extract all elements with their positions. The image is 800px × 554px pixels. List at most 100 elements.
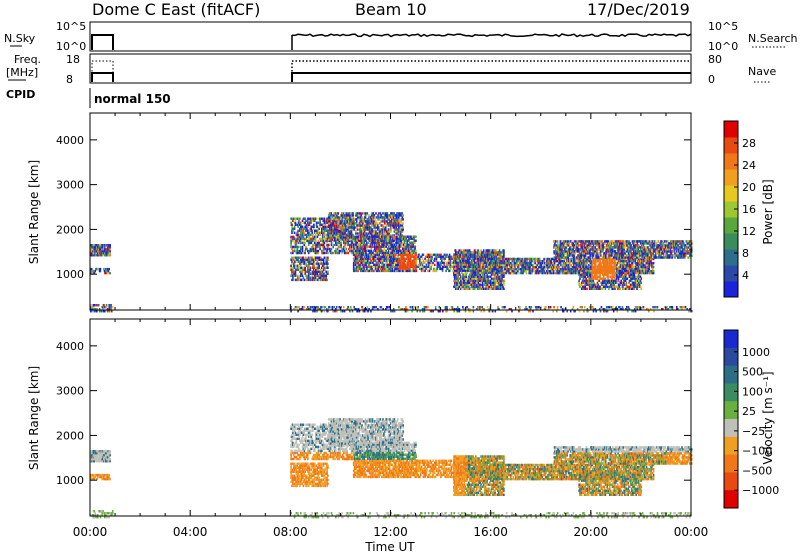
echo-cell [379, 267, 381, 271]
echo-cell [420, 255, 423, 258]
echo-cell [397, 261, 400, 264]
echo-cell [291, 268, 293, 271]
echo-cell [367, 257, 370, 260]
echo-cell [375, 245, 378, 248]
echo-cell [454, 253, 457, 256]
echo-cell [314, 217, 316, 220]
echo-cell [492, 259, 494, 263]
echo-cell [515, 263, 517, 267]
echo-cell [492, 287, 495, 290]
echo-cell [409, 247, 412, 250]
echo-cell [108, 310, 110, 313]
echo-cell [398, 228, 400, 231]
echo-cell [316, 249, 319, 253]
echo-cell [409, 261, 412, 264]
echo-cell [318, 278, 320, 282]
echo-cell [391, 265, 394, 269]
echo-cell [358, 265, 360, 269]
echo-cell [456, 255, 459, 258]
echo-cell [457, 255, 460, 258]
echo-cell [394, 218, 397, 221]
echo-cell [460, 287, 462, 290]
echo-cell [352, 253, 355, 256]
echo-cell [451, 265, 454, 269]
echo-cell [461, 281, 463, 284]
echo-cell [509, 267, 512, 271]
echo-cell [349, 249, 351, 253]
echo-cell [373, 214, 376, 217]
echo-cell [498, 249, 501, 252]
echo-cell [338, 222, 340, 225]
echo-cell [301, 229, 304, 232]
echo-cell [358, 237, 360, 240]
echo-cell [294, 239, 297, 243]
echo-cell [104, 250, 106, 253]
echo-cell [384, 267, 387, 271]
echo-cell [479, 285, 481, 288]
echo-cell [386, 251, 388, 254]
echo-cell [400, 249, 402, 252]
echo-cell [300, 258, 302, 261]
echo-cell [359, 269, 362, 273]
echo-cell [298, 266, 300, 269]
echo-cell [400, 269, 402, 273]
echo-cell [359, 235, 362, 238]
echo-cell [437, 265, 440, 269]
echo-cell [321, 262, 324, 265]
echo-cell [391, 222, 393, 225]
echo-cell [290, 243, 292, 247]
echo-cell [494, 251, 496, 254]
echo-cell [382, 243, 385, 246]
echo-cell [413, 257, 415, 260]
echo-cell [455, 259, 458, 262]
echo-cell [496, 281, 498, 284]
echo-cell [360, 228, 362, 231]
echo-cell [387, 228, 390, 231]
echo-cell [336, 239, 339, 243]
echo-cell [500, 273, 502, 276]
echo-cell [314, 247, 317, 251]
echo-cell [498, 279, 501, 282]
echo-cell [359, 257, 362, 260]
echo-cell [290, 241, 292, 245]
echo-cell [502, 285, 504, 288]
echo-cell [301, 233, 304, 237]
echo-cell [342, 216, 345, 219]
echo-cell [426, 255, 429, 258]
echo-cell [501, 271, 503, 274]
echo-cell [313, 262, 315, 265]
echo-cell [354, 243, 357, 246]
echo-cell [327, 258, 329, 261]
echo-cell [417, 253, 419, 256]
echo-cell [442, 261, 445, 264]
echo-cell [330, 212, 333, 215]
echo-cell [462, 259, 465, 262]
echo-cell [376, 269, 379, 273]
echo-cell [511, 257, 514, 261]
echo-cell [375, 226, 377, 229]
echo-cell [351, 224, 354, 227]
echo-cell [396, 237, 399, 240]
echo-cell [398, 241, 401, 244]
echo-cell [382, 239, 385, 242]
echo-cell [328, 226, 331, 229]
echo-cell [350, 243, 353, 247]
echo-cell [311, 278, 313, 282]
echo-cell [586, 259, 588, 263]
echo-cell [362, 239, 365, 242]
echo-cell [305, 260, 307, 263]
echo-cell [393, 222, 396, 225]
echo-cell [472, 275, 474, 278]
echo-cell [470, 263, 473, 266]
echo-cell [296, 274, 299, 277]
echo-cell [453, 259, 455, 262]
echo-cell [343, 243, 346, 247]
echo-cell [364, 249, 366, 252]
echo-cell [407, 255, 409, 258]
echo-cell [455, 267, 458, 270]
echo-cell [491, 263, 494, 267]
echo-cell [309, 260, 312, 263]
echo-cell [395, 263, 397, 267]
echo-cell [448, 261, 450, 264]
echo-cell [305, 262, 307, 265]
